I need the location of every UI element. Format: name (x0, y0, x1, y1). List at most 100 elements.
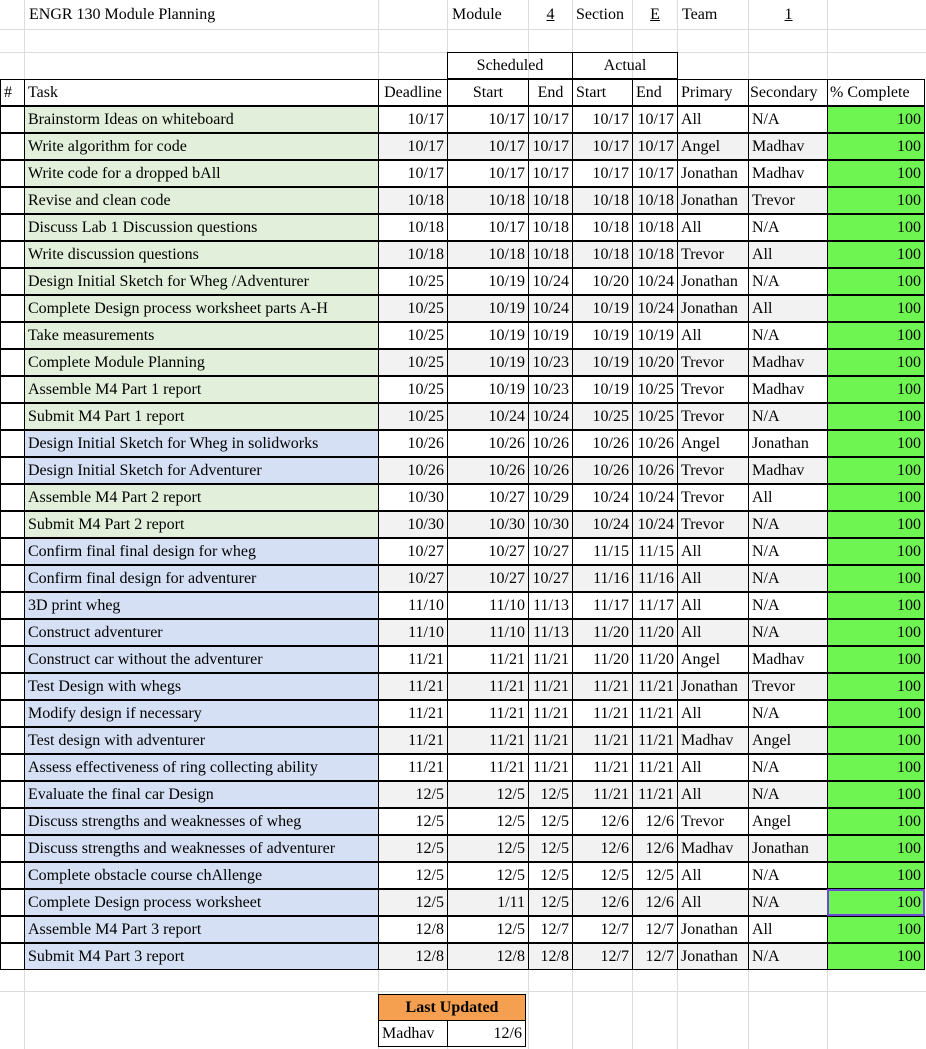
cell-s-start[interactable]: 11/21 (447, 700, 529, 727)
cell-secondary[interactable]: N/A (748, 619, 828, 646)
cell-pct[interactable]: 100 (827, 673, 925, 700)
cell-secondary[interactable]: N/A (748, 781, 828, 808)
row-number-cell[interactable] (0, 322, 25, 349)
cell-deadline[interactable]: 10/26 (378, 457, 448, 484)
cell-pct[interactable]: 100 (827, 916, 925, 943)
cell-a-start[interactable]: 12/7 (572, 916, 633, 943)
cell-s-start[interactable]: 10/24 (447, 403, 529, 430)
cell-s-end[interactable]: 12/5 (528, 835, 573, 862)
cell-a-end[interactable]: 12/6 (632, 889, 678, 916)
cell-s-start[interactable]: 10/26 (447, 430, 529, 457)
cell-s-start[interactable]: 11/21 (447, 646, 529, 673)
cell-pct[interactable]: 100 (827, 241, 925, 268)
cell-a-start[interactable]: 10/19 (572, 295, 633, 322)
cell-secondary[interactable]: All (748, 241, 828, 268)
cell-primary[interactable]: All (677, 889, 749, 916)
cell-task[interactable]: Assemble M4 Part 1 report (24, 376, 379, 403)
cell-a-end[interactable]: 10/17 (632, 133, 678, 160)
row-number-cell[interactable] (0, 727, 25, 754)
cell-a-start[interactable]: 11/21 (572, 754, 633, 781)
cell-s-start[interactable]: 10/17 (447, 214, 529, 241)
team-value[interactable]: 1 (784, 6, 793, 23)
row-number-cell[interactable] (0, 754, 25, 781)
cell-s-end[interactable]: 10/23 (528, 349, 573, 376)
cell-primary[interactable]: Trevor (677, 808, 749, 835)
cell-primary[interactable]: All (677, 700, 749, 727)
cell-primary[interactable]: All (677, 754, 749, 781)
cell-s-start[interactable]: 10/19 (447, 268, 529, 295)
cell-task[interactable]: Complete Design process worksheet parts … (24, 295, 379, 322)
cell-s-end[interactable]: 10/17 (528, 160, 573, 187)
cell-a-end[interactable]: 10/24 (632, 484, 678, 511)
cell-task[interactable]: Submit M4 Part 2 report (24, 511, 379, 538)
cell-s-start[interactable]: 10/26 (447, 457, 529, 484)
cell-s-end[interactable]: 10/24 (528, 295, 573, 322)
col-header-actual-end[interactable]: End (632, 79, 678, 106)
cell-s-start[interactable]: 10/17 (447, 160, 529, 187)
cell-secondary[interactable]: N/A (748, 565, 828, 592)
cell-deadline[interactable]: 10/17 (378, 160, 448, 187)
row-number-cell[interactable] (0, 484, 25, 511)
cell-pct[interactable]: 100 (827, 214, 925, 241)
module-label[interactable]: Module (452, 6, 502, 23)
col-header-complete[interactable]: % Complete (827, 79, 925, 106)
cell-secondary[interactable]: N/A (748, 889, 828, 916)
row-number-cell[interactable] (0, 781, 25, 808)
cell-primary[interactable]: Jonathan (677, 268, 749, 295)
cell-primary[interactable]: Jonathan (677, 943, 749, 970)
cell-primary[interactable]: Trevor (677, 241, 749, 268)
cell-task[interactable]: Construct car without the adventurer (24, 646, 379, 673)
col-header-deadline[interactable]: Deadline (378, 79, 448, 106)
cell-task[interactable]: Construct adventurer (24, 619, 379, 646)
cell-a-end[interactable]: 10/25 (632, 376, 678, 403)
cell-deadline[interactable]: 12/5 (378, 862, 448, 889)
cell-s-end[interactable]: 10/17 (528, 133, 573, 160)
cell-s-end[interactable]: 12/5 (528, 808, 573, 835)
cell-task[interactable]: Design Initial Sketch for Wheg in solidw… (24, 430, 379, 457)
cell-a-start[interactable]: 11/17 (572, 592, 633, 619)
actual-header[interactable]: Actual (572, 52, 678, 79)
cell-a-start[interactable]: 11/21 (572, 700, 633, 727)
cell-primary[interactable]: Jonathan (677, 160, 749, 187)
row-number-cell[interactable] (0, 241, 25, 268)
cell-a-start[interactable]: 12/6 (572, 835, 633, 862)
cell-task[interactable]: 3D print wheg (24, 592, 379, 619)
cell-pct[interactable]: 100 (827, 349, 925, 376)
cell-s-end[interactable]: 11/21 (528, 673, 573, 700)
row-number-cell[interactable] (0, 430, 25, 457)
cell-a-end[interactable]: 10/24 (632, 268, 678, 295)
cell-deadline[interactable]: 10/17 (378, 133, 448, 160)
cell-deadline[interactable]: 10/30 (378, 511, 448, 538)
cell-deadline[interactable]: 10/30 (378, 484, 448, 511)
cell-primary[interactable]: All (677, 322, 749, 349)
cell-s-end[interactable]: 11/21 (528, 754, 573, 781)
cell-s-start[interactable]: 10/19 (447, 376, 529, 403)
cell-a-end[interactable]: 11/17 (632, 592, 678, 619)
col-header-start[interactable]: Start (447, 79, 529, 106)
cell-a-start[interactable]: 12/6 (572, 808, 633, 835)
cell-primary[interactable]: Trevor (677, 376, 749, 403)
cell-pct[interactable]: 100 (827, 565, 925, 592)
cell-secondary[interactable]: N/A (748, 214, 828, 241)
cell-deadline[interactable]: 10/25 (378, 403, 448, 430)
cell-primary[interactable]: Madhav (677, 727, 749, 754)
cell-primary[interactable]: Jonathan (677, 916, 749, 943)
cell-primary[interactable]: Trevor (677, 403, 749, 430)
row-number-cell[interactable] (0, 646, 25, 673)
row-number-cell[interactable] (0, 133, 25, 160)
cell-deadline[interactable]: 10/25 (378, 295, 448, 322)
cell-secondary[interactable]: Madhav (748, 646, 828, 673)
cell-a-start[interactable]: 11/15 (572, 538, 633, 565)
cell-s-start[interactable]: 1/11 (447, 889, 529, 916)
cell-secondary[interactable]: Madhav (748, 349, 828, 376)
cell-pct[interactable]: 100 (827, 376, 925, 403)
scheduled-header[interactable]: Scheduled (447, 52, 573, 79)
cell-deadline[interactable]: 12/5 (378, 889, 448, 916)
cell-primary[interactable]: Angel (677, 430, 749, 457)
cell-a-start[interactable]: 11/21 (572, 781, 633, 808)
row-number-cell[interactable] (0, 187, 25, 214)
row-number-cell[interactable] (0, 106, 25, 133)
cell-secondary[interactable]: N/A (748, 700, 828, 727)
cell-pct[interactable]: 100 (827, 835, 925, 862)
cell-pct[interactable]: 100 (827, 727, 925, 754)
